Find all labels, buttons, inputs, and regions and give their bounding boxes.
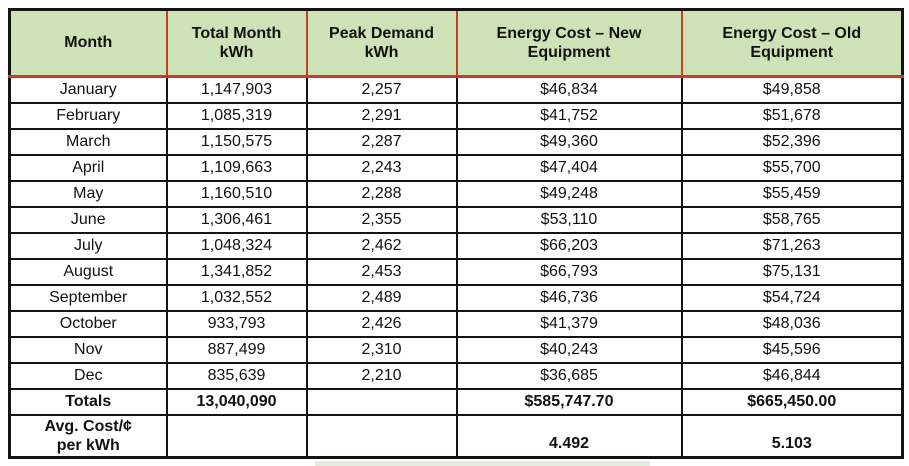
energy-cost-table: Month Total Month kWh Peak Demand kWh En… [8,8,904,459]
cell-month: January [8,75,168,104]
cell-cost-new: $66,203 [455,231,683,260]
cell-total-kwh: 1,341,852 [165,257,308,286]
cell-cost-old: $46,844 [680,361,904,390]
cell-cost-new: $49,248 [455,179,683,208]
cell-month: June [8,205,168,234]
cell-cost-old: $55,700 [680,153,904,182]
cell-cost-old: $58,765 [680,205,904,234]
table-row-september: September 1,032,552 2,489 $46,736 $54,72… [8,283,904,312]
cell-cost-new: $49,360 [455,127,683,156]
header-row: Month Total Month kWh Peak Demand kWh En… [8,8,904,78]
avg-total-kwh [165,413,308,459]
cell-peak-kwh: 2,310 [305,335,458,364]
cell-peak-kwh: 2,453 [305,257,458,286]
cell-month: September [8,283,168,312]
table-row-august: August 1,341,852 2,453 $66,793 $75,131 [8,257,904,286]
cell-month: October [8,309,168,338]
cell-total-kwh: 1,048,324 [165,231,308,260]
cell-peak-kwh: 2,462 [305,231,458,260]
totals-cost-old: $665,450.00 [680,387,904,416]
avg-label-line2: per kWh [56,436,120,454]
cell-cost-new: $53,110 [455,205,683,234]
cell-peak-kwh: 2,291 [305,101,458,130]
cell-cost-new: $46,736 [455,283,683,312]
cell-month: April [8,153,168,182]
cell-peak-kwh: 2,257 [305,75,458,104]
col-header-peak-kwh: Peak Demand kWh [305,8,458,78]
table-row-may: May 1,160,510 2,288 $49,248 $55,459 [8,179,904,208]
cell-cost-old: $75,131 [680,257,904,286]
cell-cost-old: $45,596 [680,335,904,364]
cell-total-kwh: 1,160,510 [165,179,308,208]
cell-cost-old: $55,459 [680,179,904,208]
cell-month: Dec [8,361,168,390]
cell-month: Nov [8,335,168,364]
cell-cost-old: $71,263 [680,231,904,260]
cell-month: March [8,127,168,156]
avg-label: Avg. Cost/¢ per kWh [8,413,168,459]
avg-cost-new: 4.492 [455,413,683,459]
cell-total-kwh: 1,150,575 [165,127,308,156]
cell-peak-kwh: 2,426 [305,309,458,338]
cell-peak-kwh: 2,355 [305,205,458,234]
avg-peak-kwh [305,413,458,459]
bottom-highlight-strip [315,461,650,466]
cell-cost-new: $41,752 [455,101,683,130]
avg-cost-old: 5.103 [680,413,904,459]
col-header-month: Month [8,8,168,78]
cell-total-kwh: 1,147,903 [165,75,308,104]
totals-peak-kwh [305,387,458,416]
table-row-april: April 1,109,663 2,243 $47,404 $55,700 [8,153,904,182]
table-row-july: July 1,048,324 2,462 $66,203 $71,263 [8,231,904,260]
table-row-march: March 1,150,575 2,287 $49,360 $52,396 [8,127,904,156]
cell-total-kwh: 835,639 [165,361,308,390]
cell-month: July [8,231,168,260]
table-row-june: June 1,306,461 2,355 $53,110 $58,765 [8,205,904,234]
cell-peak-kwh: 2,288 [305,179,458,208]
cell-cost-old: $48,036 [680,309,904,338]
table-row-nov: Nov 887,499 2,310 $40,243 $45,596 [8,335,904,364]
cell-total-kwh: 1,032,552 [165,283,308,312]
cell-total-kwh: 887,499 [165,335,308,364]
cell-month: May [8,179,168,208]
totals-row: Totals 13,040,090 $585,747.70 $665,450.0… [8,387,904,416]
cell-cost-new: $41,379 [455,309,683,338]
table-row-february: February 1,085,319 2,291 $41,752 $51,678 [8,101,904,130]
totals-label: Totals [8,387,168,416]
cell-cost-old: $49,858 [680,75,904,104]
cell-cost-old: $51,678 [680,101,904,130]
cell-peak-kwh: 2,287 [305,127,458,156]
cell-month: February [8,101,168,130]
cell-cost-new: $36,685 [455,361,683,390]
col-header-cost-new: Energy Cost – New Equipment [455,8,683,78]
cell-peak-kwh: 2,489 [305,283,458,312]
table-row-october: October 933,793 2,426 $41,379 $48,036 [8,309,904,338]
cell-peak-kwh: 2,210 [305,361,458,390]
avg-cost-row: Avg. Cost/¢ per kWh 4.492 5.103 [8,413,904,459]
table-row-january: January 1,147,903 2,257 $46,834 $49,858 [8,75,904,104]
cell-month: August [8,257,168,286]
cell-cost-old: $52,396 [680,127,904,156]
cell-total-kwh: 1,109,663 [165,153,308,182]
col-header-cost-old: Energy Cost – Old Equipment [680,8,904,78]
cell-cost-new: $66,793 [455,257,683,286]
table-row-dec: Dec 835,639 2,210 $36,685 $46,844 [8,361,904,390]
avg-label-line1: Avg. Cost/¢ [44,417,132,435]
cell-cost-new: $47,404 [455,153,683,182]
cell-peak-kwh: 2,243 [305,153,458,182]
col-header-total-kwh: Total Month kWh [165,8,308,78]
cell-total-kwh: 933,793 [165,309,308,338]
cell-cost-new: $46,834 [455,75,683,104]
totals-total-kwh: 13,040,090 [165,387,308,416]
cell-cost-new: $40,243 [455,335,683,364]
cell-total-kwh: 1,306,461 [165,205,308,234]
totals-cost-new: $585,747.70 [455,387,683,416]
cell-cost-old: $54,724 [680,283,904,312]
cell-total-kwh: 1,085,319 [165,101,308,130]
